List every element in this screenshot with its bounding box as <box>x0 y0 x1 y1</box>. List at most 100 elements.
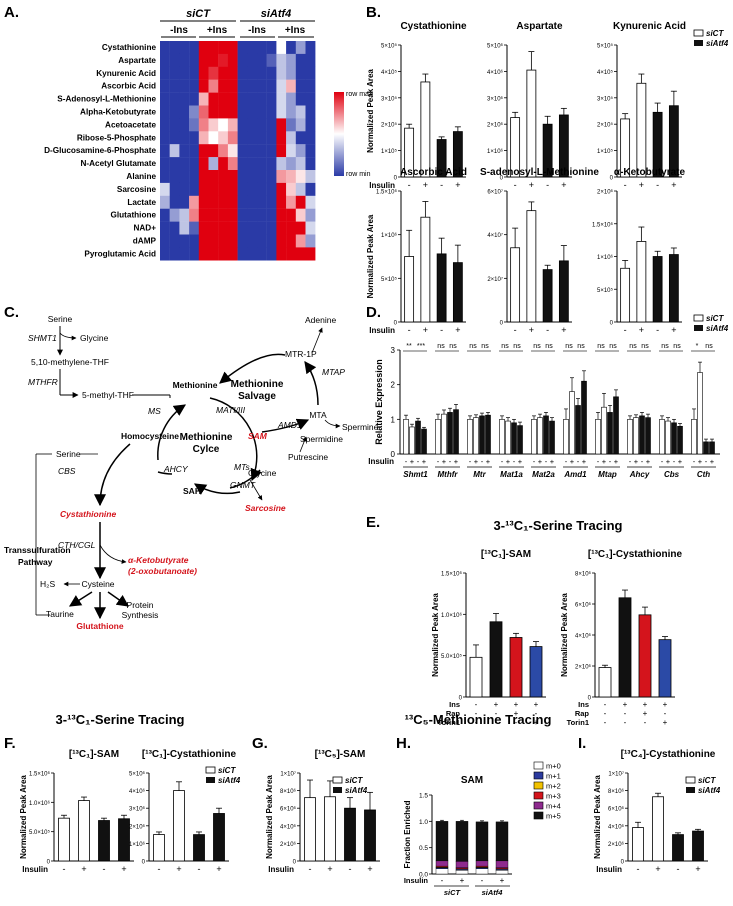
bar <box>526 69 537 178</box>
heatmap-cell <box>218 131 229 145</box>
enzyme-ms: MS <box>148 406 161 416</box>
heatmap-cell <box>189 105 199 119</box>
x-tick-label: + <box>422 457 427 466</box>
bar <box>632 827 644 862</box>
condition-sign: - <box>664 709 667 718</box>
legend-f-siatf4: siAtf4 <box>218 776 241 785</box>
heatmap-cell <box>227 79 238 93</box>
y-axis-label: Normalized Peak Area <box>366 69 375 153</box>
chart-title: [¹³C₁]-Cystathionine <box>588 549 683 560</box>
bar <box>98 820 110 862</box>
heatmap-row-label: Kynurenic Acid <box>96 69 156 78</box>
significance-label: ns <box>565 343 573 350</box>
heatmap-cell <box>295 144 306 158</box>
x-tick-label: - <box>449 457 452 466</box>
heatmap-cell <box>276 182 287 196</box>
group-label: siAtf4 <box>482 888 504 897</box>
x-tick-label: + <box>655 864 660 874</box>
x-tick-label: - <box>677 864 680 874</box>
chart-title: [¹³C₅]-SAM <box>315 749 366 760</box>
heatmap-row-label: D-Glucosamine-6-Phosphate <box>44 146 156 155</box>
gene-label: Mtr <box>473 470 486 479</box>
heatmap-cell <box>189 92 199 106</box>
heatmap-cell <box>208 53 219 67</box>
x-tick-label: - <box>546 325 549 335</box>
x-tick-label: - <box>408 180 411 190</box>
condition-label: Ins <box>578 700 589 709</box>
y-axis-label: Normalized Peak Area <box>265 775 274 859</box>
heatmap-cell <box>286 208 296 222</box>
heatmap-cell <box>218 208 229 222</box>
heatmap-cell <box>179 234 190 248</box>
y-tick-label: 2×10⁵ <box>381 122 398 129</box>
condition-sign: - <box>604 709 607 718</box>
heatmap-cell <box>169 144 180 158</box>
significance-label: ns <box>481 343 489 350</box>
heatmap-cell <box>266 41 277 55</box>
node-h2s: H₂S <box>40 579 55 589</box>
heatmap-cell <box>208 41 219 55</box>
x-tick-label: + <box>639 325 644 335</box>
y-tick-label: 3 <box>391 346 396 355</box>
heatmap-cell <box>227 170 238 184</box>
heatmap-cell <box>189 53 199 67</box>
y-axis-label: Fraction Enriched <box>403 800 412 868</box>
enzyme-mts: MTs <box>234 462 250 472</box>
heatmap-cell <box>305 234 316 248</box>
condition-sign: - <box>604 718 607 727</box>
chart-F2: 0 1×10⁶ 2×10⁶ 3×10⁶ 4×10⁶ 5×10⁶ [¹³C₁]-Cystath… <box>129 749 236 874</box>
heatmap-cell <box>295 105 306 119</box>
heatmap-cell <box>227 195 238 209</box>
bar <box>636 241 647 323</box>
bar <box>473 417 479 455</box>
bar <box>595 419 601 455</box>
heatmap-cell <box>286 182 296 196</box>
y-tick-label: 1.5×10⁶ <box>592 221 614 228</box>
heatmap-cell <box>295 195 306 209</box>
heatmap-cell <box>266 182 277 196</box>
heatmap-cell <box>198 208 209 222</box>
x-tick-label: + <box>634 457 639 466</box>
heatmap-cell <box>266 234 277 248</box>
heatmap-cell <box>237 105 248 119</box>
stack-segment <box>435 821 449 862</box>
heatmap-cell <box>189 247 199 261</box>
x-tick-label: + <box>518 457 523 466</box>
y-tick-label: 0.5 <box>419 845 428 852</box>
heatmap-cell <box>218 144 229 158</box>
heatmap-cell <box>218 170 229 184</box>
node-methyl-thf: 5-methyl-THF <box>82 390 134 400</box>
y-tick-label: 2×10⁶ <box>129 823 146 830</box>
heatmap-cell <box>257 182 267 196</box>
y-tick-label: 1.0×10⁶ <box>441 612 463 619</box>
heatmap-cell <box>189 170 199 184</box>
bar <box>78 800 90 862</box>
y-tick-label: 1×10⁶ <box>487 148 504 155</box>
heatmap-cell <box>257 118 267 132</box>
heatmap-cell <box>276 53 287 67</box>
gene-label: Ahcy <box>629 470 650 479</box>
condition-sign: - <box>515 718 518 727</box>
heatmap-cell <box>286 66 296 80</box>
stack-segment <box>495 860 509 868</box>
y-tick-label: 0 <box>293 860 297 866</box>
heatmap-cell <box>305 208 316 222</box>
heatmap-cell <box>237 195 248 209</box>
x-axis-label: Insulin <box>596 865 622 874</box>
legend-label: m+3 <box>546 792 561 801</box>
heatmap-cell <box>208 92 219 106</box>
heatmap-cell <box>266 53 277 67</box>
bar <box>526 210 537 323</box>
y-tick-label: 6×10⁶ <box>280 806 297 813</box>
significance-label: ns <box>577 343 585 350</box>
heatmap-cell <box>160 53 170 67</box>
heatmap-cell <box>218 182 229 196</box>
bar <box>364 809 376 862</box>
heatmap-cell <box>247 195 258 209</box>
heatmap-cell <box>295 221 306 235</box>
y-tick-label: 1 <box>391 415 396 424</box>
bar <box>658 639 672 698</box>
gene-label: Cth <box>697 470 710 479</box>
significance-label: ns <box>437 343 445 350</box>
heatmap-cell <box>237 66 248 80</box>
